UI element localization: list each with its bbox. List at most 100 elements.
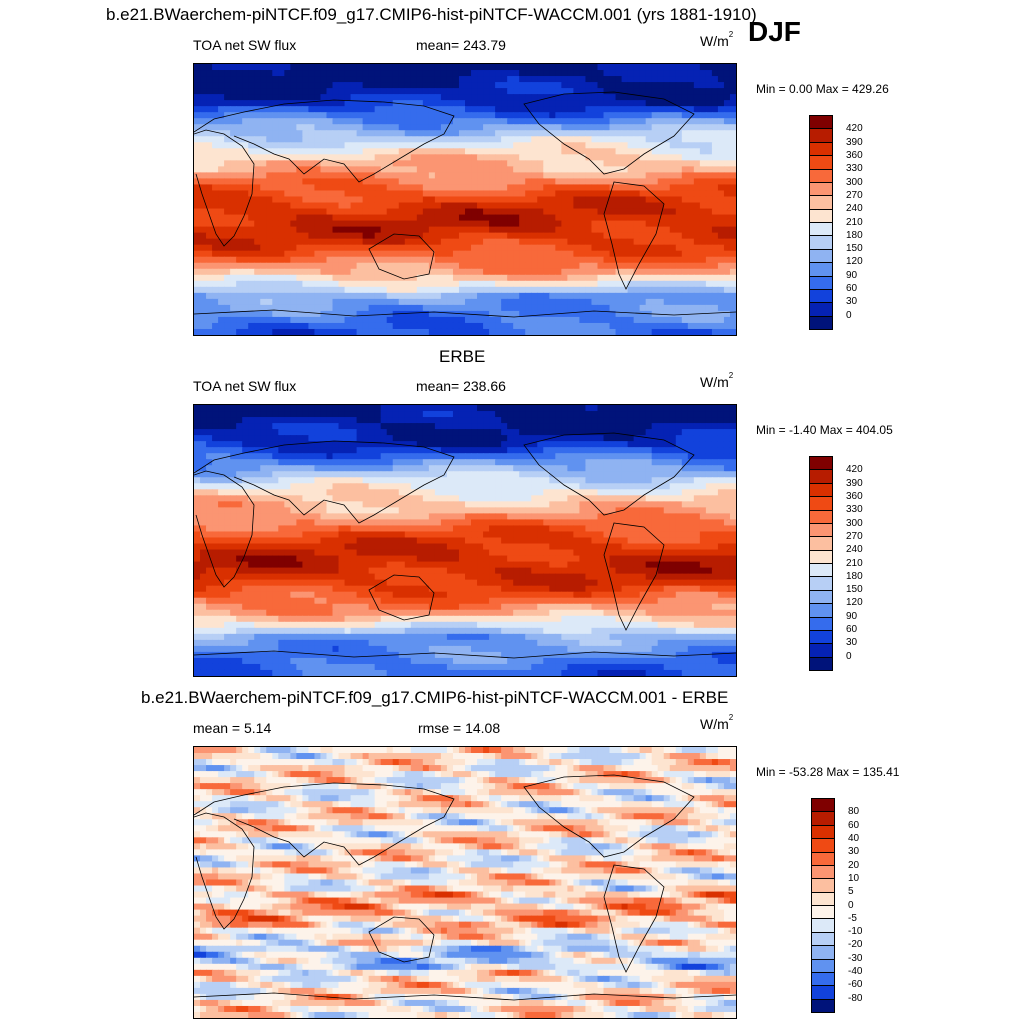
colorbar-tick-label: 210 (846, 216, 863, 228)
colorbar-swatch (810, 169, 832, 183)
colorbar-swatch (810, 617, 832, 631)
colorbar-tick-label: 20 (848, 859, 860, 871)
colorbar-tick-label: 90 (846, 610, 858, 622)
colorbar-tick-label: 60 (846, 283, 858, 295)
coastline (523, 774, 695, 858)
colorbar-tick-label: 390 (846, 477, 863, 489)
colorbar-swatch (810, 236, 832, 250)
colorbar-tick-label: 270 (846, 189, 863, 201)
colorbar-swatch (810, 657, 832, 670)
colorbar-swatch (812, 972, 834, 987)
colorbar-tick-label: 0 (846, 309, 852, 321)
colorbar-swatch (810, 196, 832, 210)
colorbar-tick-label: 300 (846, 176, 863, 188)
panel-center-label: mean= 238.66 (416, 378, 506, 394)
colorbar-tick-label: 390 (846, 136, 863, 148)
colorbar-swatch (810, 550, 832, 564)
colorbar-tick-label: -30 (848, 952, 863, 964)
colorbar-swatch (810, 630, 832, 645)
colorbar-tick-label: 40 (848, 832, 860, 844)
main-title: b.e21.BWaerchem-piNTCF.f09_g17.CMIP6-his… (106, 5, 757, 24)
panel-center-label: rmse = 14.08 (418, 720, 501, 736)
coastline (603, 522, 665, 631)
colorbar-swatch (810, 289, 832, 304)
colorbar-tick-label: 60 (848, 819, 860, 831)
coastline (523, 432, 695, 516)
colorbar-tick-label: 360 (846, 490, 863, 502)
colorbar-swatch (812, 959, 834, 973)
coastline (194, 782, 455, 866)
colorbar-tick-label: 150 (846, 243, 863, 255)
coastline (194, 470, 255, 588)
coastline (194, 99, 455, 183)
colorbar-swatch (812, 932, 834, 947)
colorbar-tick-label: 360 (846, 149, 863, 161)
colorbar-swatch (810, 303, 832, 317)
panel-units: W/m2 (700, 371, 734, 390)
colorbar-tick-label: 180 (846, 570, 863, 582)
colorbar-swatch (810, 156, 832, 170)
colorbar-swatch (810, 129, 832, 143)
colorbar-tick-label: 210 (846, 557, 863, 569)
colorbar-swatch (810, 457, 832, 471)
panel-title: b.e21.BWaerchem-piNTCF.f09_g17.CMIP6-his… (141, 688, 729, 707)
colorbar-tick-label: 5 (848, 886, 854, 898)
colorbar-swatch (810, 316, 832, 329)
colorbar-swatch (810, 116, 832, 130)
colorbar (809, 115, 833, 330)
colorbar-swatch (810, 276, 832, 290)
map-plot (193, 746, 737, 1019)
colorbar-swatch (812, 839, 834, 853)
colorbar-swatch (810, 470, 832, 484)
colorbar-swatch (810, 263, 832, 277)
colorbar-swatch (812, 986, 834, 1000)
panel-left-label: TOA net SW flux (193, 37, 297, 53)
coastline (194, 440, 455, 524)
map-plot (193, 404, 737, 677)
colorbar-tick-label: 420 (846, 123, 863, 135)
colorbar-tick-label: 240 (846, 203, 863, 215)
colorbar-swatch (810, 523, 832, 538)
coastline (194, 812, 255, 930)
colorbar-tick-label: 240 (846, 544, 863, 556)
colorbar-swatch (810, 577, 832, 591)
colorbar-tick-label: -60 (848, 979, 863, 991)
coastline (194, 992, 736, 1001)
colorbar-swatch (810, 182, 832, 197)
colorbar-swatch (810, 537, 832, 551)
colorbar-tick-label: 330 (846, 163, 863, 175)
colorbar-tick-label: 180 (846, 229, 863, 241)
colorbar-tick-label: 30 (846, 296, 858, 308)
min-max-label: Min = 0.00 Max = 429.26 (756, 82, 889, 96)
colorbar-swatch (810, 510, 832, 524)
colorbar-tick-label: -5 (848, 912, 857, 924)
colorbar-tick-label: 30 (848, 846, 860, 858)
colorbar-swatch (810, 644, 832, 658)
colorbar-tick-label: 330 (846, 504, 863, 516)
coastline (194, 650, 736, 659)
colorbar-swatch (812, 825, 834, 840)
colorbar-swatch (810, 142, 832, 157)
coastline (603, 864, 665, 973)
panel-units: W/m2 (700, 713, 734, 732)
colorbar-swatch (810, 483, 832, 498)
colorbar-swatch (810, 564, 832, 578)
colorbar-swatch (810, 249, 832, 264)
coastline (194, 309, 736, 318)
colorbar-swatch (810, 223, 832, 237)
colorbar-swatch (812, 906, 834, 920)
season-label: DJF (748, 16, 801, 47)
coastline (523, 91, 695, 175)
colorbar-swatch (810, 604, 832, 618)
colorbar-tick-label: 10 (848, 872, 860, 884)
colorbar-swatch (812, 999, 834, 1012)
min-max-label: Min = -53.28 Max = 135.41 (756, 765, 900, 779)
colorbar-swatch (812, 812, 834, 826)
colorbar-tick-label: 420 (846, 464, 863, 476)
colorbar-swatch (812, 892, 834, 906)
map-plot (193, 63, 737, 336)
coastline (603, 181, 665, 290)
colorbar-swatch (812, 852, 834, 866)
colorbar-tick-label: 120 (846, 256, 863, 268)
coastline (368, 916, 435, 963)
